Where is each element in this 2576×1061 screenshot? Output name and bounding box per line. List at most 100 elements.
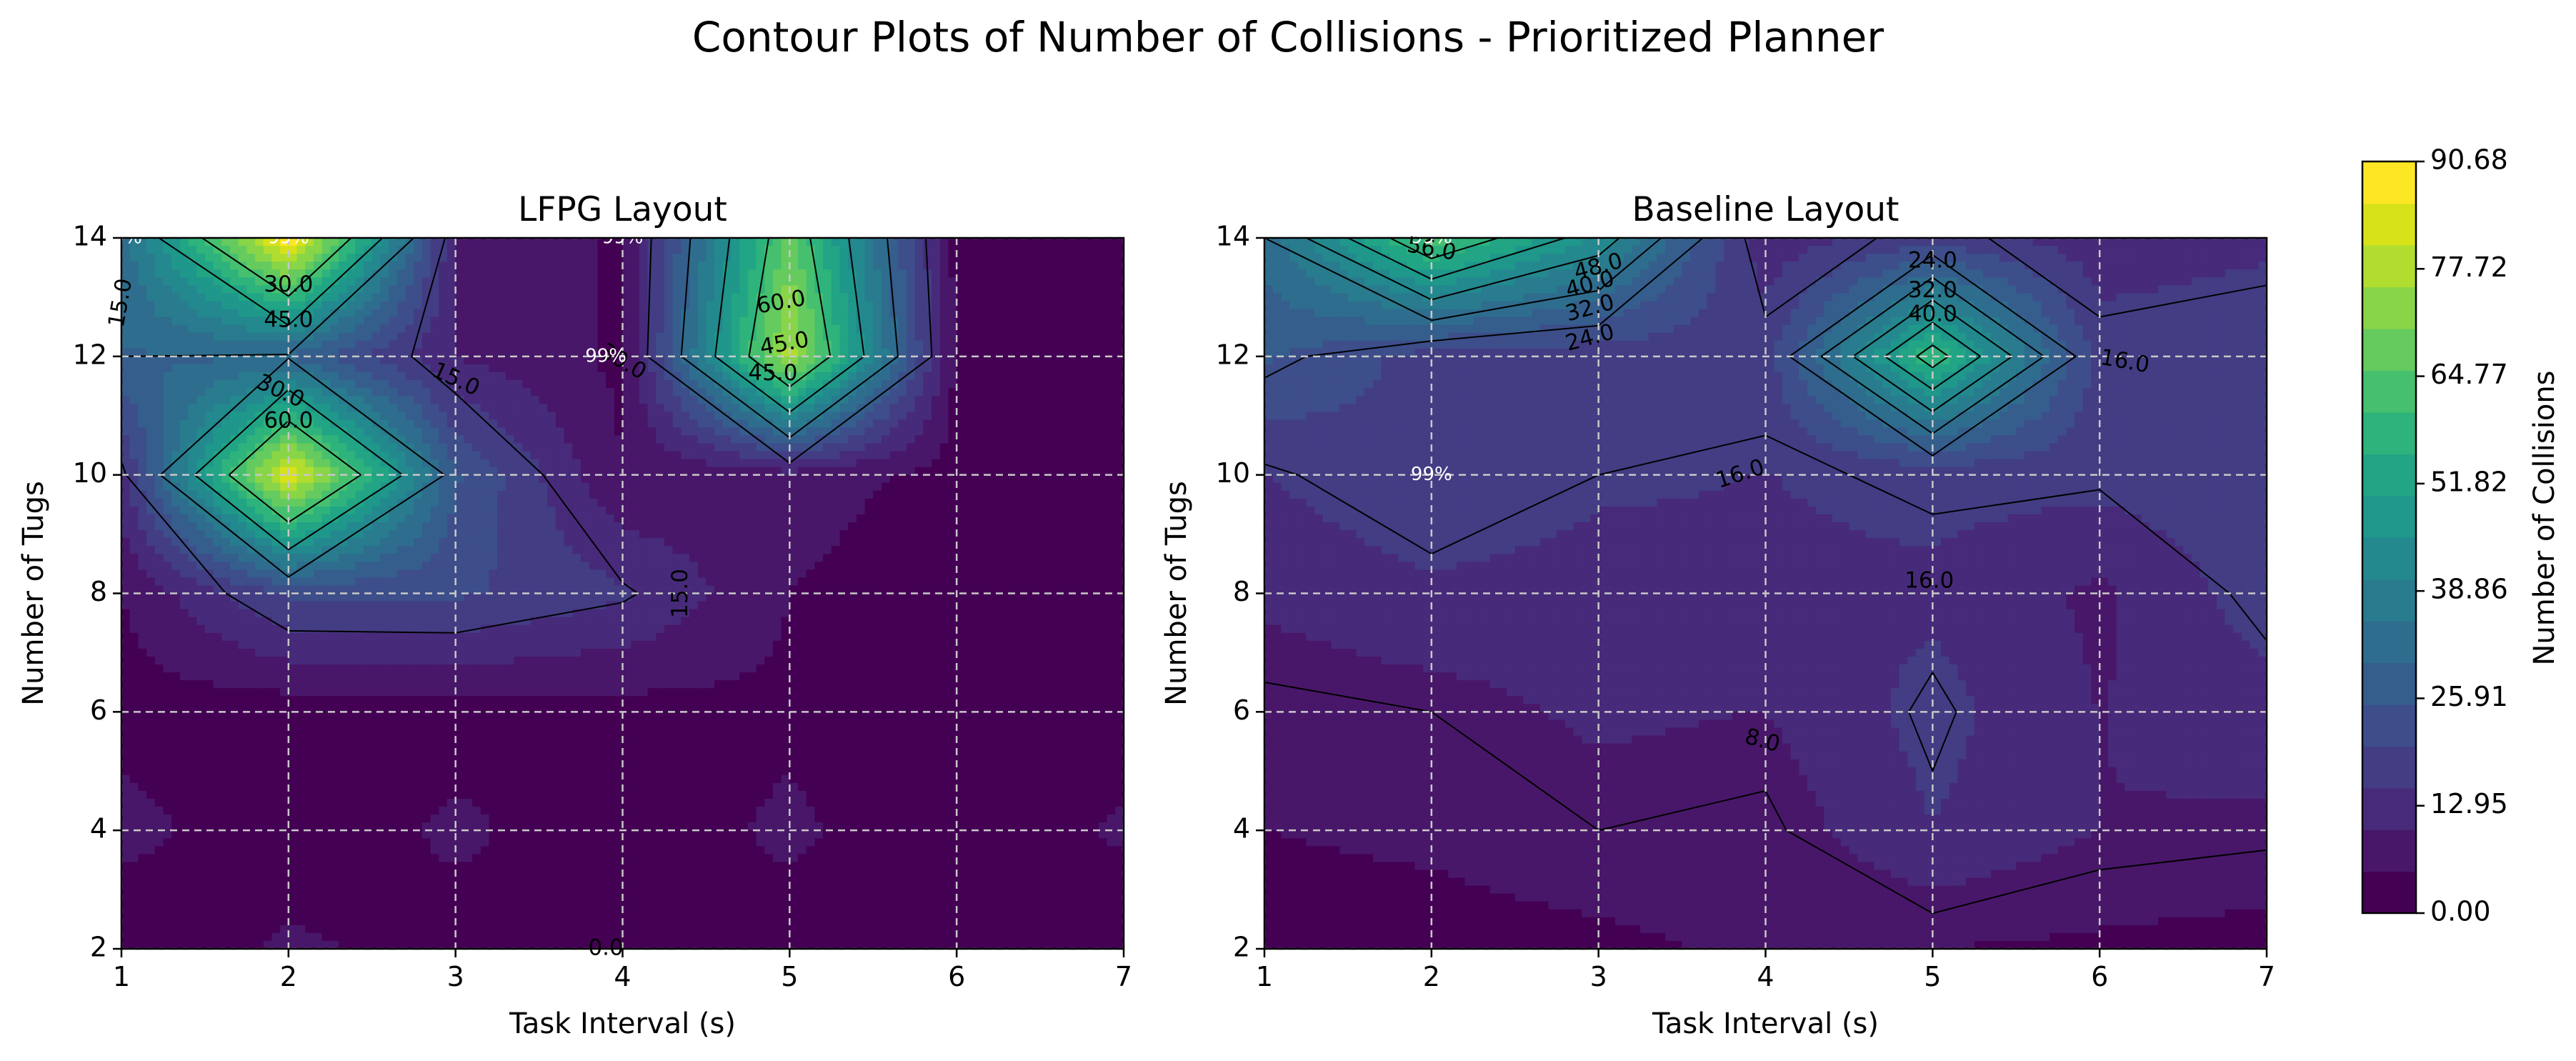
contour-cell	[146, 348, 156, 357]
contour-cell	[547, 901, 556, 910]
contour-cell	[564, 743, 574, 752]
contour-cell	[296, 324, 306, 334]
contour-cell	[288, 712, 298, 721]
contour-cell	[271, 412, 281, 421]
contour-cell	[221, 451, 231, 460]
contour-cell	[280, 348, 289, 357]
contour-cell	[204, 277, 214, 287]
contour-cell	[539, 822, 549, 831]
contour-cell	[246, 546, 256, 555]
contour-cell	[355, 656, 364, 665]
contour-cell	[455, 807, 465, 815]
contour-cell	[271, 807, 281, 815]
contour-cell	[271, 609, 281, 618]
contour-cell	[547, 743, 556, 752]
contour-cell	[138, 269, 147, 279]
contour-cell	[539, 277, 549, 287]
contour-cell	[346, 474, 356, 484]
contour-cell	[313, 696, 323, 705]
contour-cell	[464, 404, 473, 413]
contour-cell	[188, 482, 198, 492]
contour-cell	[547, 506, 556, 515]
contour-cell	[221, 704, 231, 713]
contour-cell	[138, 482, 147, 492]
contour-cell	[154, 364, 164, 373]
contour-cell	[421, 246, 431, 254]
contour-cell	[221, 593, 231, 602]
contour-cell	[530, 554, 540, 563]
contour-cell	[221, 727, 231, 737]
contour-cell	[464, 815, 473, 823]
contour-cell	[522, 317, 531, 326]
contour-cell	[539, 790, 549, 800]
contour-cell	[439, 459, 448, 468]
contour-cell	[364, 648, 373, 657]
contour-cell	[421, 782, 431, 792]
contour-cell	[522, 593, 531, 602]
contour-cell	[196, 696, 206, 705]
contour-cell	[497, 617, 506, 626]
contour-cell	[505, 396, 515, 404]
contour-cell	[505, 617, 515, 626]
contour-cell	[505, 546, 515, 555]
contour-cell	[564, 269, 574, 279]
contour-cell	[530, 585, 540, 594]
contour-cell	[396, 427, 406, 437]
contour-cell	[405, 593, 415, 602]
contour-cell	[221, 609, 231, 618]
contour-cell	[346, 798, 356, 807]
contour-cell	[555, 285, 565, 294]
contour-cell	[446, 593, 456, 602]
contour-cell	[421, 798, 431, 807]
contour-cell	[389, 790, 398, 800]
contour-cell	[497, 751, 506, 760]
contour-cell	[572, 380, 581, 389]
contour-cell	[263, 388, 273, 397]
contour-cell	[421, 427, 431, 437]
contour-cell	[338, 704, 348, 713]
contour-cell	[313, 443, 323, 452]
contour-cell	[581, 514, 590, 523]
contour-cell	[296, 743, 306, 752]
contour-cell	[464, 782, 473, 792]
contour-cell	[296, 388, 306, 397]
contour-cell	[439, 554, 448, 563]
contour-cell	[204, 735, 214, 744]
contour-cell	[572, 490, 581, 499]
contour-cell	[355, 743, 364, 752]
contour-cell	[246, 870, 256, 879]
contour-cell	[346, 317, 356, 326]
contour-cell	[464, 451, 473, 460]
contour-cell	[355, 514, 364, 523]
contour-cell	[539, 419, 549, 429]
contour-cell	[489, 261, 498, 271]
contour-cell	[296, 712, 306, 721]
contour-cell	[547, 807, 556, 815]
contour-cell	[271, 704, 281, 713]
contour-cell	[338, 640, 348, 649]
contour-cell	[514, 917, 523, 926]
contour-cell	[421, 751, 431, 760]
contour-cell	[364, 870, 373, 879]
contour-cell	[179, 885, 189, 895]
contour-cell	[421, 530, 431, 539]
contour-cell	[196, 759, 206, 768]
contour-cell	[238, 601, 248, 610]
contour-cell	[480, 324, 490, 334]
contour-cell	[146, 372, 156, 381]
contour-cell	[188, 774, 198, 784]
contour-cell	[547, 277, 556, 287]
contour-cell	[138, 317, 147, 326]
contour-cell	[439, 798, 448, 807]
contour-cell	[505, 404, 515, 413]
contour-cell	[522, 735, 531, 744]
contour-cell	[288, 482, 298, 492]
contour-cell	[371, 893, 381, 902]
contour-cell	[196, 246, 206, 254]
contour-cell	[380, 704, 389, 713]
contour-cell	[338, 822, 348, 831]
contour-cell	[455, 324, 465, 334]
contour-cell	[396, 846, 406, 855]
contour-cell	[547, 396, 556, 404]
contour-cell	[389, 593, 398, 602]
